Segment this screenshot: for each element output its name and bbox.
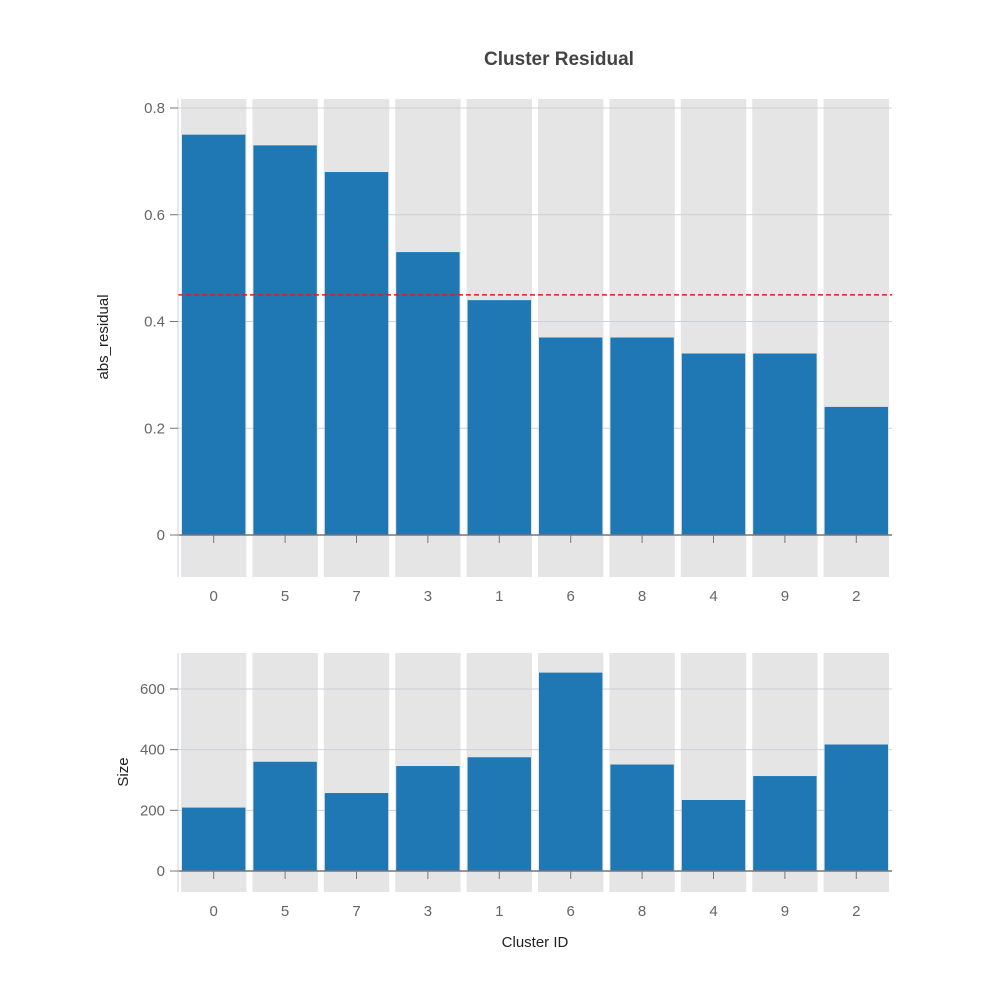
y-tick-label: 0 <box>157 863 165 880</box>
x-tick-label: 8 <box>638 588 646 605</box>
x-tick-label: 2 <box>852 903 860 920</box>
y-tick-label: 400 <box>140 742 165 759</box>
bar-residual-6 <box>539 337 603 535</box>
bar-size-3 <box>396 766 460 871</box>
y-tick-label: 0.6 <box>144 207 165 224</box>
residual-panel: 0 0.2 0.4 0.6 0.8 0 5 7 3 1 6 8 4 9 2 <box>144 99 892 605</box>
x-tick-label: 5 <box>281 588 289 605</box>
bar-size-6 <box>539 672 603 871</box>
x-tick-label: 0 <box>210 588 218 605</box>
x-tick-label: 4 <box>709 903 717 920</box>
x-tick-label: 1 <box>495 903 503 920</box>
x-axis-label: Cluster ID <box>502 934 569 951</box>
bar-size-8 <box>610 764 674 871</box>
bar-size-9 <box>753 776 817 871</box>
y-tick-label: 600 <box>140 681 165 698</box>
x-tick-label: 4 <box>709 588 717 605</box>
bar-residual-3 <box>396 252 460 536</box>
bar-size-7 <box>324 793 389 871</box>
x-tick-label: 8 <box>638 903 646 920</box>
bar-residual-4 <box>681 353 746 535</box>
x-tick-label: 2 <box>852 588 860 605</box>
y-axis-label-size: Size <box>115 757 132 786</box>
x-tick-label: 0 <box>210 903 218 920</box>
bar-residual-7 <box>324 172 389 536</box>
x-tick-label: 9 <box>781 588 789 605</box>
x-tick-label: 7 <box>352 903 360 920</box>
bar-residual-2 <box>824 406 888 535</box>
y-tick-label: 200 <box>140 802 165 819</box>
bar-residual-5 <box>253 145 317 536</box>
y-tick-label: 0.4 <box>144 314 165 331</box>
y-tick-label: 0.2 <box>144 420 165 437</box>
x-tick-label: 3 <box>424 588 432 605</box>
size-panel: 0 200 400 600 0 5 7 3 1 6 8 4 9 2 <box>140 653 892 920</box>
bar-residual-9 <box>753 353 817 535</box>
x-tick-label: 7 <box>352 588 360 605</box>
x-tick-label: 9 <box>781 903 789 920</box>
bar-size-5 <box>253 761 317 871</box>
chart-title: Cluster Residual <box>484 49 634 70</box>
x-tick-label: 6 <box>567 903 575 920</box>
bar-size-2 <box>824 744 888 871</box>
y-axis-label-residual: abs_residual <box>95 294 112 379</box>
y-tick-label: 0 <box>157 527 165 544</box>
bar-size-0 <box>182 807 246 871</box>
y-tick-label: 0.8 <box>144 100 165 117</box>
bar-residual-1 <box>467 300 531 535</box>
x-tick-label: 5 <box>281 903 289 920</box>
bar-size-4 <box>681 800 746 871</box>
x-tick-label: 3 <box>424 903 432 920</box>
bar-residual-0 <box>182 134 246 535</box>
x-tick-label: 1 <box>495 588 503 605</box>
x-tick-label: 6 <box>567 588 575 605</box>
bar-residual-8 <box>610 337 674 535</box>
bar-size-1 <box>467 757 531 871</box>
